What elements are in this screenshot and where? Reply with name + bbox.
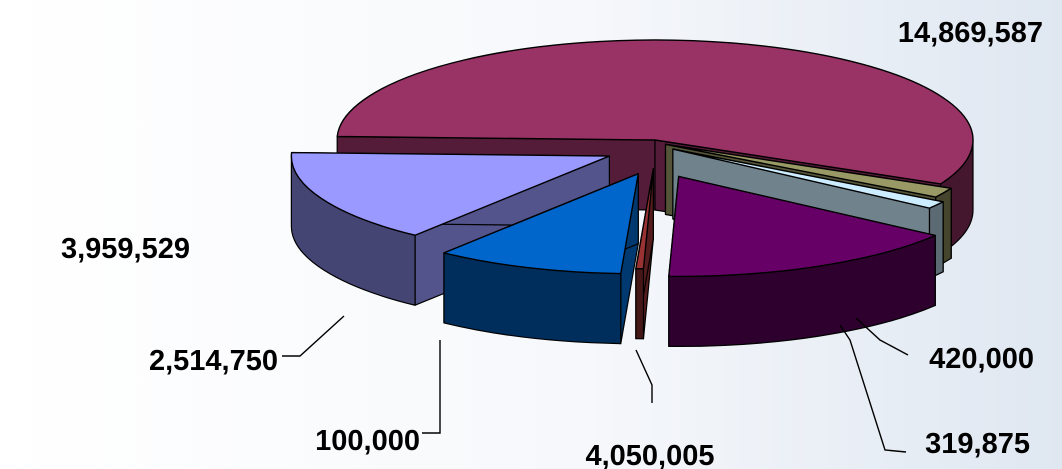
leader-line-3 — [839, 324, 907, 453]
leader-line-6 — [282, 315, 345, 357]
data-label-3: 319,875 — [925, 428, 1030, 460]
pie-slice-6-top — [443, 173, 639, 275]
data-label-1: 14,869,587 — [898, 17, 1043, 49]
data-label-7: 3,959,529 — [61, 233, 190, 265]
pie-slice-4 — [668, 175, 936, 347]
data-label-4: 4,050,005 — [585, 440, 714, 469]
pie-slice-1-top — [336, 39, 974, 185]
pie-slice-7-top — [290, 151, 611, 236]
leader-line-2 — [855, 317, 909, 356]
pie-slice-4-top — [668, 175, 936, 278]
pie-slice-3-top — [672, 148, 944, 209]
pie-slice-2-top — [664, 143, 952, 198]
pie-slice-5-wall — [635, 268, 645, 340]
pie-slice-5 — [635, 168, 655, 340]
data-label-6: 2,514,750 — [149, 345, 278, 377]
leader-line-5 — [422, 340, 441, 434]
data-label-5: 100,000 — [315, 425, 420, 457]
data-label-2: 420,000 — [929, 343, 1034, 375]
pie-slice-5-top — [635, 168, 655, 270]
pie-slice-6 — [443, 173, 639, 345]
leader-line-4 — [635, 349, 653, 403]
